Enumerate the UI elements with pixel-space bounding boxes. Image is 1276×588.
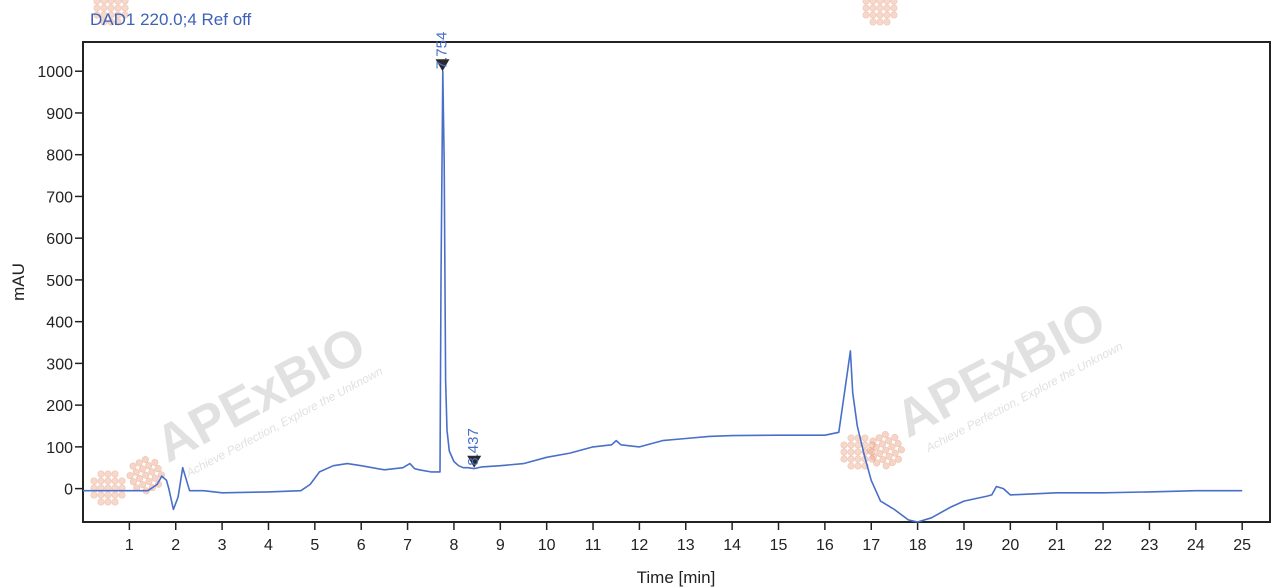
x-axis-title: Time [min] <box>637 568 716 587</box>
watermark-logo-icon <box>93 0 129 26</box>
peak-label: 7.754 <box>434 32 451 70</box>
x-tick-label: 5 <box>310 537 319 554</box>
x-tick-label: 24 <box>1187 537 1205 554</box>
x-tick-label: 25 <box>1233 537 1251 554</box>
peak-marker <box>467 455 482 468</box>
y-tick-label: 500 <box>46 273 73 290</box>
x-tick-label: 2 <box>171 537 180 554</box>
x-tick-label: 22 <box>1094 537 1112 554</box>
y-tick-label: 200 <box>46 398 73 415</box>
y-tick-label: 400 <box>46 315 73 332</box>
x-tick-label: 8 <box>449 537 458 554</box>
series-line <box>83 70 1243 523</box>
x-tick-label: 17 <box>862 537 880 554</box>
y-tick-label: 600 <box>46 231 73 248</box>
watermark-logo-icon <box>90 470 126 506</box>
x-axis: 1 2 3 4 5 6 7 8 9 10 11 12 13 14 15 16 17 18 19 20 21 22 23 24 2… <box>125 522 1251 554</box>
x-tick-label: 6 <box>357 537 366 554</box>
series-layer <box>83 70 1243 523</box>
x-tick-label: 16 <box>816 537 834 554</box>
y-tick-label: 700 <box>46 189 73 206</box>
peak-marker <box>435 59 450 72</box>
x-tick-label: 18 <box>909 537 927 554</box>
x-tick-label: 10 <box>538 537 556 554</box>
x-tick-label: 11 <box>585 537 602 554</box>
x-tick-label: 13 <box>677 537 695 554</box>
chart-title: DAD1 220.0;4 Ref off <box>90 10 252 29</box>
x-tick-label: 7 <box>403 537 412 554</box>
watermark-logo-icon <box>126 456 165 495</box>
plot-frame <box>82 41 1271 523</box>
watermark-logo-icon <box>840 434 876 470</box>
y-axis-title: mAU <box>9 263 28 301</box>
peak-annotations: 7.754 8.437 <box>434 32 482 468</box>
y-axis: 0 100 200 300 400 500 600 700 800 900 1000 <box>37 64 83 499</box>
x-tick-label: 12 <box>631 537 649 554</box>
x-tick-label: 14 <box>723 537 741 554</box>
x-tick-label: 9 <box>496 537 505 554</box>
x-tick-label: 20 <box>1001 537 1019 554</box>
x-tick-label: 4 <box>264 537 273 554</box>
x-tick-label: 3 <box>218 537 227 554</box>
x-tick-label: 23 <box>1141 537 1159 554</box>
watermark-logo-icon <box>862 0 898 26</box>
y-tick-label: 1000 <box>37 64 73 81</box>
x-tick-label: 21 <box>1048 537 1066 554</box>
y-tick-label: 800 <box>46 148 73 165</box>
y-tick-label: 0 <box>64 482 73 499</box>
x-tick-label: 1 <box>125 537 134 554</box>
y-tick-label: 100 <box>46 440 73 457</box>
y-tick-label: 300 <box>46 356 73 373</box>
x-tick-label: 15 <box>770 537 788 554</box>
peak-label: 8.437 <box>465 428 482 466</box>
x-tick-label: 19 <box>955 537 973 554</box>
y-tick-label: 900 <box>46 106 73 123</box>
